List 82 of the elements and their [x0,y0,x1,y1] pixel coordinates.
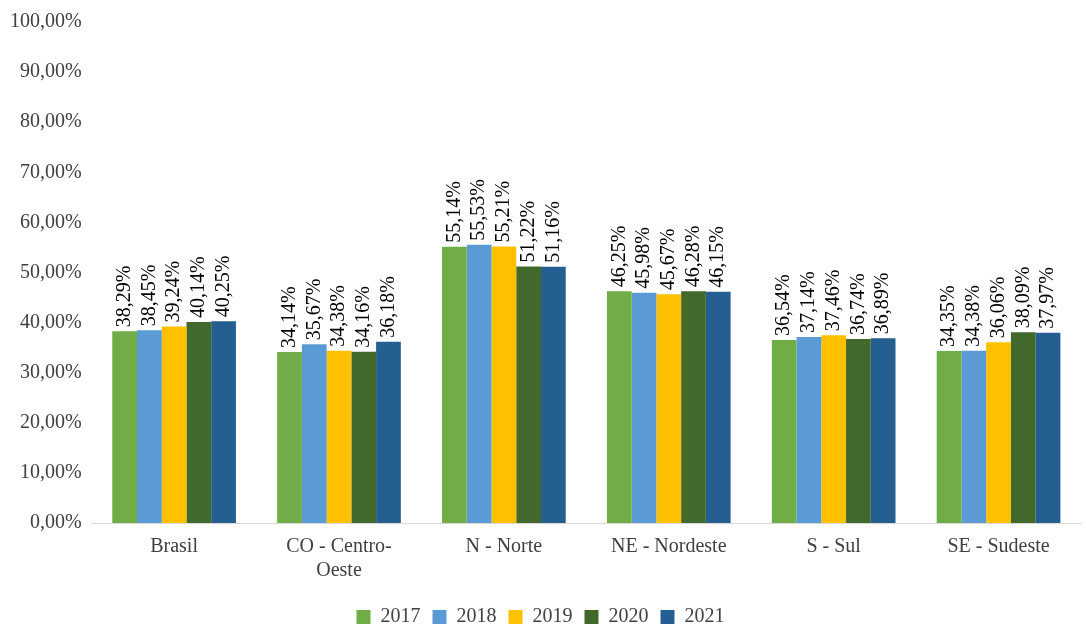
y-tick-label: 30,00% [19,359,82,382]
y-tick-label: 100,00% [9,9,82,32]
bar [326,350,352,523]
bar [771,339,797,523]
data-label: 45,98% [631,226,654,289]
bar [936,350,962,523]
x-tick-label: SE - Sudeste [947,534,1050,557]
y-tick-label: 80,00% [19,109,82,132]
bar [466,244,492,523]
data-label: 34,38% [326,285,349,347]
bar [186,321,212,523]
bar [351,351,377,523]
bar [846,338,871,523]
bar [301,344,327,523]
data-label: 55,21% [491,180,514,243]
y-tick-label: 90,00% [19,59,82,82]
data-label: 55,14% [441,181,464,243]
bar [705,291,731,523]
x-tick-label: NE - Nordeste [611,534,727,557]
bar [137,330,162,523]
data-label: 35,67% [301,278,324,341]
bar [821,335,847,523]
bar [986,342,1011,523]
data-label: 40,14% [186,256,209,318]
data-label: 36,06% [985,276,1008,339]
data-label: 40,25% [210,255,233,318]
data-label: 51,22% [515,200,538,263]
data-label: 55,53% [466,179,489,241]
data-label: 38,45% [136,264,159,327]
y-tick-label: 60,00% [19,209,82,232]
bar [1035,332,1061,523]
legend-label: 2020 [608,604,649,627]
data-label: 46,28% [680,225,703,288]
data-label: 45,67% [656,228,679,291]
bar [631,292,657,523]
bar [656,294,682,523]
bar [211,321,236,523]
bar [870,338,896,523]
data-label: 36,89% [870,272,893,335]
data-label: 34,16% [350,286,373,348]
bar [1010,332,1036,523]
bar [681,291,706,523]
data-label: 34,38% [961,285,984,347]
x-tick-label: N - Norte [465,534,543,557]
x-tick-label: Brasil [150,534,199,557]
bar [277,351,302,523]
bar [491,246,517,523]
y-tick-label: 50,00% [19,259,82,282]
data-label: 34,35% [936,285,959,347]
data-label: 34,14% [276,286,299,348]
bar [961,350,987,523]
data-label: 46,15% [705,226,728,288]
legend-label: 2017 [380,604,421,627]
data-label: 36,74% [845,273,868,335]
x-tick-label: S - Sul [806,534,862,557]
bar [442,246,467,523]
x-tick-label: CO - Centro-Oeste [286,534,392,581]
bar [540,266,566,523]
y-tick-label: 40,00% [19,309,82,332]
y-tick-label: 70,00% [19,159,82,182]
data-label: 38,29% [111,265,134,328]
bar [376,341,401,523]
y-tick-label: 10,00% [19,460,82,483]
data-label: 37,14% [796,271,819,333]
data-label: 36,54% [771,274,794,336]
legend-label: 2021 [684,604,725,627]
legend-label: 2018 [456,604,497,627]
y-tick-label: 20,00% [19,410,82,433]
y-tick-label: 0,00% [29,510,82,533]
data-label: 38,09% [1010,266,1033,329]
data-label: 46,25% [606,225,629,288]
data-label: 37,46% [820,269,843,332]
data-label: 51,16% [540,201,563,263]
bar [161,326,187,523]
bar [112,331,138,523]
bar [516,266,541,523]
bar [606,291,632,523]
data-label: 37,97% [1035,267,1058,329]
data-label: 39,24% [161,260,184,323]
data-label: 36,18% [375,276,398,338]
bar [796,336,822,523]
legend-label: 2019 [532,604,573,627]
